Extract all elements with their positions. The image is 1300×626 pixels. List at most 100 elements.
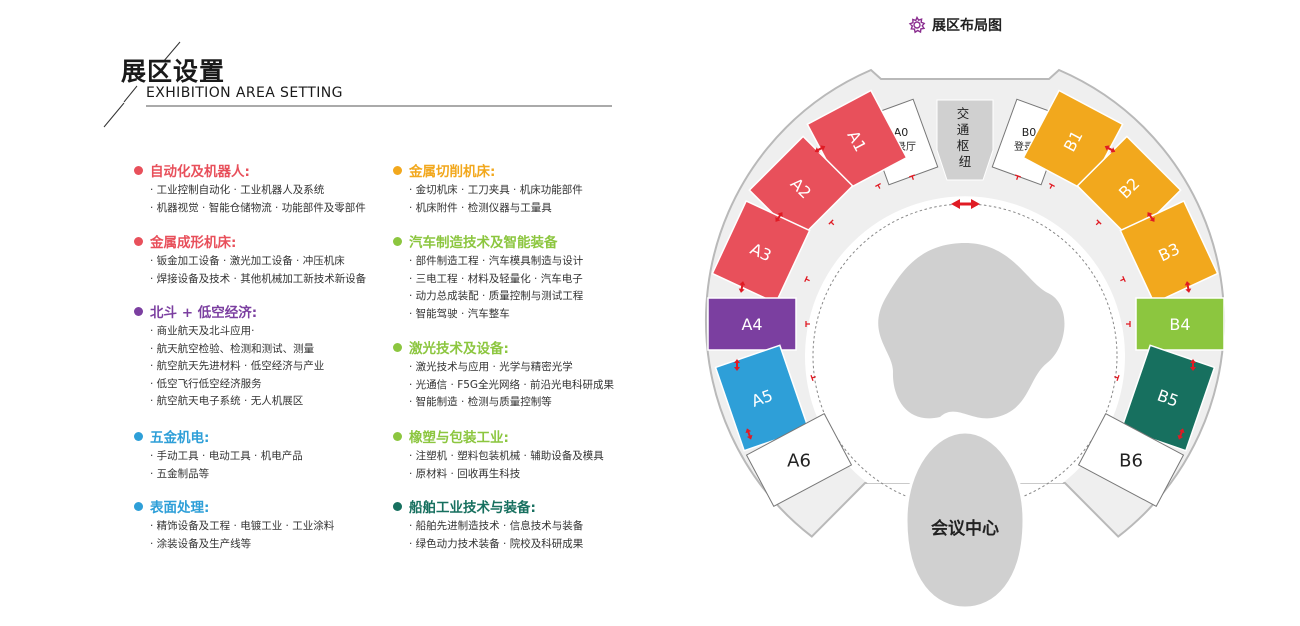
list-item: · 涂装设备及生产线等 <box>150 537 252 550</box>
door-marker <box>810 374 816 382</box>
category-rubber-plastic: 橡塑与包装工业: · 注塑机 · 塑料包装机械 · 辅助设备及模具 · 原材料 … <box>393 426 643 483</box>
category-title: 表面处理: <box>150 500 210 516</box>
list-item: · 精饰设备及工程 · 电镀工业 · 工业涂料 <box>150 520 335 532</box>
hub-double-arrow <box>951 199 980 209</box>
list-item: · 绿色动力技术装备 · 院校及科研成果 <box>409 537 584 550</box>
door-marker <box>1095 219 1102 226</box>
exhibition-halls: A0登录厅A1A2A3A4A5A6B0登录厅B1B2B3B4B5B6 <box>707 89 1225 507</box>
bullet-dot <box>393 236 402 246</box>
category-automation: 自动化及机器人: · 工业控制自动化 · 工业机器人及系统 · 机器视觉 · 智… <box>134 160 384 217</box>
hall-label: A6 <box>787 450 811 471</box>
category-title: 船舶工业技术与装备: <box>409 500 536 516</box>
door-marker <box>1014 174 1022 180</box>
hall-b3: B3 <box>1119 199 1219 305</box>
category-title: 激光技术及设备: <box>409 341 509 357</box>
category-automotive: 汽车制造技术及智能装备 · 部件制造工程 · 汽车模具制造与设计 · 三电工程 … <box>393 231 643 323</box>
map-title: 展区布局图 <box>908 14 1002 36</box>
list-item: · 低空飞行低空经济服务 <box>150 377 262 390</box>
gear-flower-icon <box>908 16 926 34</box>
list-item: · 工业控制自动化 · 工业机器人及系统 <box>150 184 325 196</box>
bullet-dot <box>393 501 402 511</box>
hall-b4: B4 <box>1135 297 1225 351</box>
passage-arrow <box>738 281 746 293</box>
bullet-dot <box>134 431 143 441</box>
door-marker <box>1120 276 1126 282</box>
category-shipbuilding: 船舶工业技术与装备: · 船舶先进制造技术 · 信息技术与装备 · 绿色动力技术… <box>393 496 643 553</box>
category-surface-treatment: 表面处理: · 精饰设备及工程 · 电镀工业 · 工业涂料 · 涂装设备及生产线… <box>134 496 384 553</box>
hall-label: B6 <box>1119 450 1143 471</box>
category-metal-cutting: 金属切削机床: · 金切机床 · 工刀夹具 · 机床功能部件 · 机床附件 · … <box>393 160 643 217</box>
venue-map: 会议中心 交 通 枢 纽 A0登录厅A1A2A3A4A5A6B0登录厅B1B2B… <box>705 68 1225 610</box>
passage-arrow <box>745 428 753 440</box>
passage-arrow <box>734 359 740 371</box>
list-item: · 航空航天电子系统 · 无人机展区 <box>150 395 304 408</box>
hall-block <box>711 199 811 305</box>
section-heading: 展区设置 EXHIBITION AREA SETTING <box>0 0 640 140</box>
passage-arrow <box>1147 212 1155 222</box>
list-item: · 三电工程 · 材料及轻量化 · 汽车电子 <box>409 272 583 285</box>
hall-block <box>1135 297 1225 351</box>
list-item: · 原材料 · 回收再生科技 <box>409 467 521 480</box>
central-pool <box>878 243 1065 419</box>
door-marker <box>804 276 810 282</box>
hall-b6: B6 <box>1077 413 1185 507</box>
hall-a6: A6 <box>745 413 853 507</box>
bullet-dot <box>393 431 402 441</box>
list-item: · 航天航空检验、检测和测试、测量 <box>150 342 315 355</box>
door-markers <box>734 145 1196 440</box>
hall-label: A4 <box>741 315 762 334</box>
meeting-center <box>904 430 1026 610</box>
bullet-dot <box>134 501 143 511</box>
passage-arrow <box>814 145 826 153</box>
passage-arrow <box>1104 145 1116 153</box>
hall-a3: A3 <box>711 199 811 305</box>
list-item: · 智能驾驶 · 汽车整车 <box>409 307 510 320</box>
hall-a4: A4 <box>707 297 797 351</box>
list-item: · 船舶先进制造技术 · 信息技术与装备 <box>409 520 584 532</box>
list-item: · 动力总成装配 · 质量控制与测试工程 <box>409 290 584 303</box>
passage-arrow <box>1190 359 1196 371</box>
list-item: · 机器视觉 · 智能仓储物流 · 功能部件及零部件 <box>150 201 366 214</box>
transport-hub <box>936 99 994 181</box>
category-title: 自动化及机器人: <box>150 164 250 180</box>
bullet-dot <box>134 236 143 246</box>
category-title: 汽车制造技术及智能装备 <box>409 235 558 251</box>
door-marker <box>1126 321 1131 327</box>
list-item: · 商业航天及北斗应用· <box>150 325 255 337</box>
passage-arrow <box>775 212 783 222</box>
page-title: 展区设置 <box>121 57 226 86</box>
category-metal-forming: 金属成形机床: · 钣金加工设备 · 激光加工设备 · 冲压机床 · 焊接设备及… <box>134 231 384 288</box>
category-title: 金属成形机床: <box>150 235 237 251</box>
hall-a5: A5 <box>714 344 810 452</box>
list-item: · 五金制品等 <box>150 467 210 480</box>
transport-hub-label: 交 通 枢 纽 <box>957 106 974 169</box>
list-item: · 航空航天先进材料 · 低空经济与产业 <box>150 360 325 373</box>
passage-arrow <box>1184 281 1192 293</box>
category-laser: 激光技术及设备: · 激光技术与应用 · 光学与精密光学 · 光通信 · F5G… <box>393 337 643 412</box>
list-item: · 焊接设备及技术 · 其他机械加工新技术新设备 <box>150 272 367 285</box>
hall-block <box>745 413 853 507</box>
page-subtitle: EXHIBITION AREA SETTING <box>146 85 343 101</box>
category-title: 金属切削机床: <box>409 164 496 180</box>
bullet-dot <box>393 165 402 175</box>
category-title: 橡塑与包装工业: <box>409 430 509 446</box>
list-item: · 注塑机 · 塑料包装机械 · 辅助设备及模具 <box>409 450 604 462</box>
list-item: · 光通信 · F5G全光网络 · 前沿光电科研成果 <box>409 378 615 391</box>
list-item: · 钣金加工设备 · 激光加工设备 · 冲压机床 <box>150 255 345 267</box>
passage-arrow <box>1177 428 1185 440</box>
bullet-dot <box>134 165 143 175</box>
door-marker <box>875 183 881 189</box>
hall-block <box>1119 199 1219 305</box>
list-item: · 部件制造工程 · 汽车模具制造与设计 <box>409 255 584 267</box>
bullet-dot <box>393 342 402 352</box>
hall-block <box>707 297 797 351</box>
door-marker <box>1049 183 1055 189</box>
bullet-dot <box>134 306 143 316</box>
list-item: · 智能制造 · 检测与质量控制等 <box>409 396 552 409</box>
door-marker <box>828 219 835 226</box>
hall-block <box>1077 413 1185 507</box>
list-item: · 机床附件 · 检测仪器与工量具 <box>409 201 552 214</box>
category-title: 北斗 + 低空经济: <box>150 305 258 321</box>
category-hardware: 五金机电: · 手动工具 · 电动工具 · 机电产品 · 五金制品等 <box>134 426 384 483</box>
heading-decoration <box>103 41 612 128</box>
